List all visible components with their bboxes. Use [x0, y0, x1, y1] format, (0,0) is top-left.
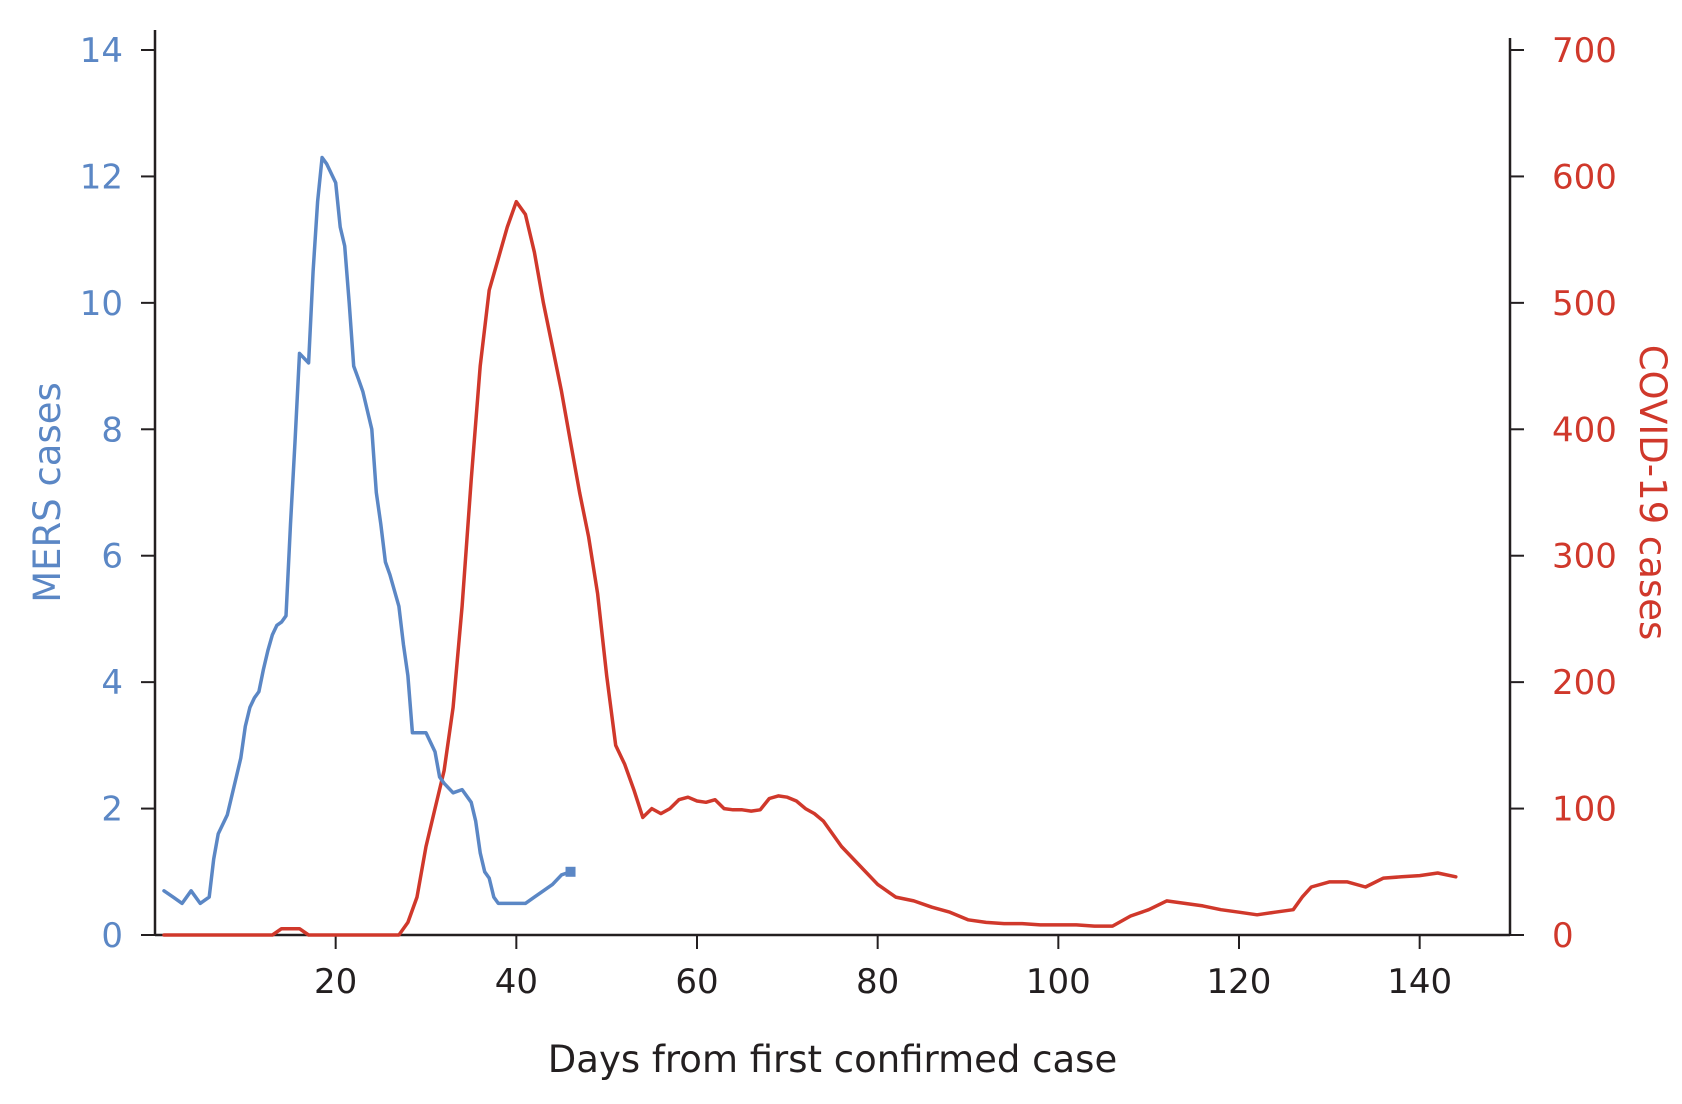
right-y-tick-label: 300 — [1552, 537, 1617, 577]
x-tick-label: 100 — [1026, 962, 1091, 1002]
x-tick-label: 120 — [1207, 962, 1272, 1002]
right-y-tick-label: 700 — [1552, 31, 1617, 71]
right-y-tick-label: 200 — [1552, 663, 1617, 703]
right-y-tick-label: 500 — [1552, 284, 1617, 324]
right-y-axis: 0 100 200 300 400 500 600 700 COVID-19 cases — [1508, 31, 1674, 956]
right-y-axis-title: COVID-19 cases — [1631, 345, 1674, 641]
x-tick-label: 20 — [314, 962, 357, 1002]
left-y-tick-label: 10 — [80, 284, 123, 324]
right-y-tick-label: 600 — [1552, 157, 1617, 197]
left-y-axis-ticks: 0 2 4 6 8 10 12 14 — [80, 31, 155, 956]
x-tick-label: 140 — [1387, 962, 1452, 1002]
left-y-tick-label: 14 — [80, 31, 123, 71]
x-axis: 20 40 60 80 100 120 140 Days from first confir… — [155, 933, 1510, 1081]
right-y-axis-ticks: 0 100 200 300 400 500 600 700 — [1510, 31, 1617, 956]
left-y-tick-label: 0 — [101, 916, 123, 956]
x-tick-label: 60 — [675, 962, 718, 1002]
x-tick-label: 80 — [856, 962, 899, 1002]
right-y-tick-label: 0 — [1552, 916, 1574, 956]
left-y-axis-title: MERS cases — [26, 382, 69, 603]
left-y-axis: 0 2 4 6 8 10 12 14 MERS cases — [26, 30, 157, 956]
x-axis-title: Days from first confirmed case — [548, 1038, 1117, 1081]
left-y-tick-label: 2 — [101, 790, 123, 830]
left-y-tick-label: 8 — [101, 410, 123, 450]
x-tick-label: 40 — [495, 962, 538, 1002]
left-y-tick-label: 12 — [80, 157, 123, 197]
left-y-tick-label: 6 — [101, 537, 123, 577]
x-axis-ticks: 20 40 60 80 100 120 140 — [314, 935, 1452, 1002]
left-y-tick-label: 4 — [101, 663, 123, 703]
mers-cases-end-marker — [565, 866, 576, 877]
right-y-tick-label: 400 — [1552, 410, 1617, 450]
series-layer — [162, 155, 1458, 937]
right-y-tick-label: 100 — [1552, 790, 1617, 830]
covid-19-cases-line — [162, 199, 1458, 937]
mers-cases-line — [162, 155, 573, 906]
